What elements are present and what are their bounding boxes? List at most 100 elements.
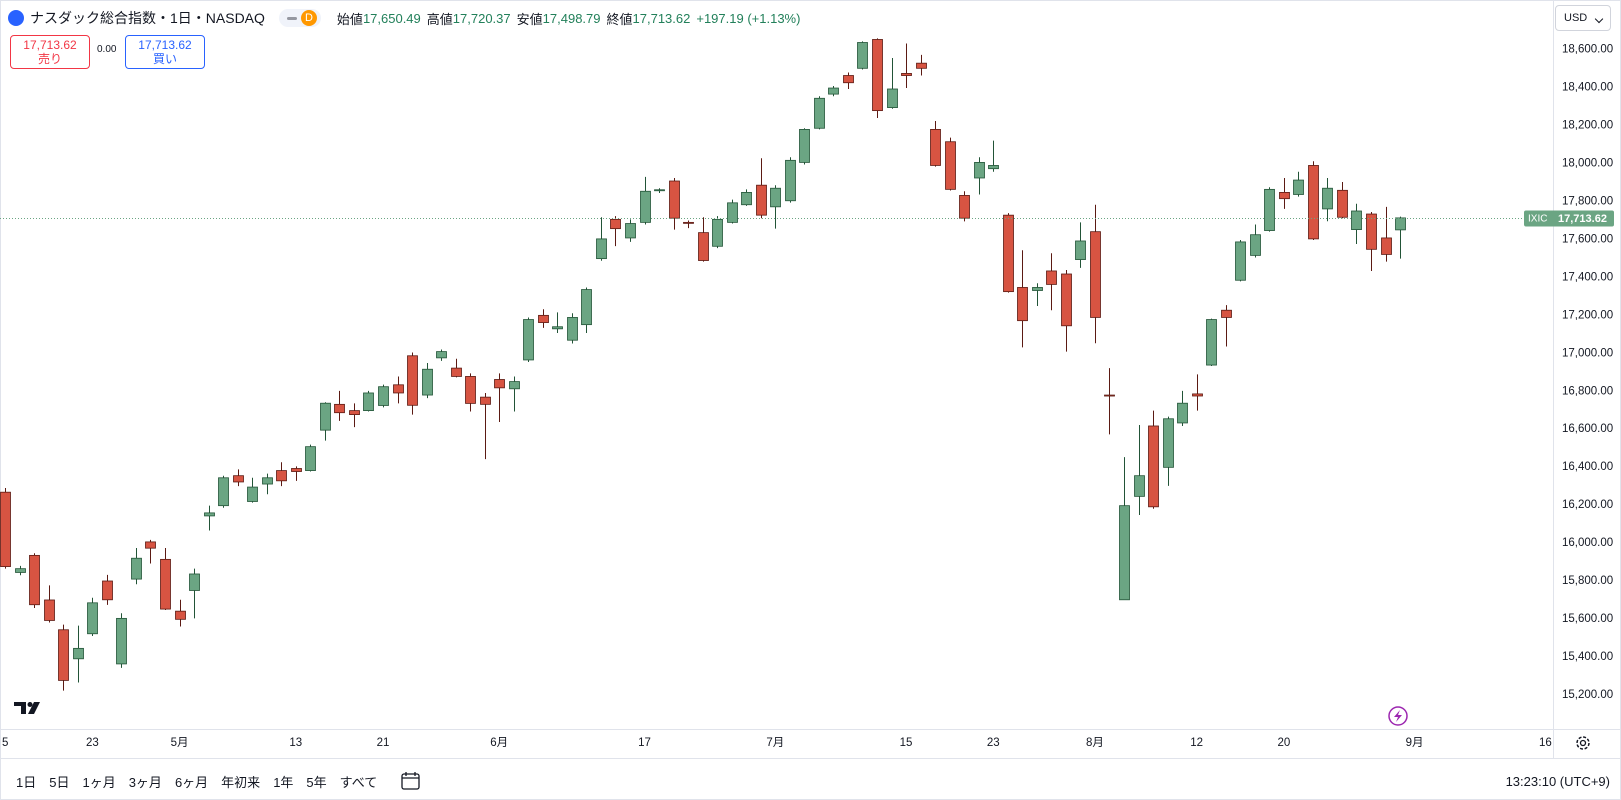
candle-body <box>1322 187 1333 210</box>
y-tick-label: 18,400.00 <box>1562 82 1613 94</box>
range-button[interactable]: 1年 <box>273 774 294 790</box>
candle-body <box>640 190 651 223</box>
candle-body <box>799 129 810 163</box>
candle-body <box>1293 179 1304 195</box>
candle-body <box>494 379 505 389</box>
x-tick-label: 12 <box>1190 737 1203 749</box>
spread: 0.00 <box>97 44 117 55</box>
candle-body <box>727 202 738 223</box>
candle-body <box>567 317 578 341</box>
candle-body <box>1177 402 1188 424</box>
clock: 13:23:10 (UTC+9) <box>1505 774 1610 789</box>
candle-body <box>160 558 171 610</box>
candle-body <box>785 159 796 202</box>
range-button[interactable]: 5日 <box>49 774 70 790</box>
y-tick-label: 16,200.00 <box>1562 499 1613 511</box>
candle-body <box>1264 188 1275 231</box>
ohlc-label: 高値 <box>426 11 453 27</box>
settings-icon-center <box>1579 739 1587 747</box>
x-tick-label: 20 <box>1277 737 1290 749</box>
candle-body <box>465 376 476 404</box>
header: ナスダック総合指数・1日・NASDAQ D 始値 17,650.49 高値 17,7… <box>8 6 800 30</box>
y-tick-label: 16,400.00 <box>1562 461 1613 473</box>
y-tick-label: 17,000.00 <box>1562 347 1613 359</box>
candle-body <box>872 39 883 112</box>
y-tick-label: 17,400.00 <box>1562 271 1613 283</box>
candle-body <box>44 599 55 621</box>
candle-body <box>305 446 316 471</box>
range-button[interactable]: 6ヶ月 <box>174 774 209 790</box>
candle-body <box>698 232 709 261</box>
candle-body <box>988 165 999 170</box>
candle-body <box>1148 425 1159 508</box>
candle-body <box>857 42 868 69</box>
ohlc-value: 17,713.62 <box>632 10 691 26</box>
candle-body <box>930 129 941 166</box>
candle-body <box>669 180 680 219</box>
candle-body <box>1351 210 1362 230</box>
candle-body <box>523 319 534 361</box>
candle-body <box>131 557 142 580</box>
last-price-box <box>1524 210 1614 227</box>
candle-body <box>1134 475 1145 497</box>
candle-body <box>189 573 200 591</box>
symbol-title[interactable]: ナスダック総合指数・1日・NASDAQ <box>30 10 265 26</box>
candle-body <box>73 647 84 660</box>
lightning-bolt <box>1394 710 1402 722</box>
candles <box>0 38 1406 691</box>
ohlc-label: 安値 <box>516 11 543 27</box>
tv-logo-shape <box>28 702 40 714</box>
bottom-toolbar: 1日 5日 1ヶ月 3ヶ月 6ヶ月 年初来 1年 5年 すべて 13:23:10 (UTC+9) <box>0 762 1621 800</box>
candle-body <box>945 141 956 190</box>
symbol-logo <box>8 10 24 26</box>
range-button[interactable]: 3ヶ月 <box>128 774 162 790</box>
sell-label: 売り <box>37 52 62 66</box>
candle-body <box>1366 213 1377 250</box>
candle-body <box>393 384 404 394</box>
candle-body <box>291 468 302 472</box>
candle-body <box>407 355 418 406</box>
interval-badge: D <box>278 9 321 27</box>
candle-body <box>901 73 912 76</box>
buy-price: 17,713.62 <box>138 38 192 52</box>
x-tick-label: 13 <box>289 737 302 749</box>
range-button[interactable]: 5年 <box>306 774 327 790</box>
y-tick-label: 15,800.00 <box>1562 575 1613 587</box>
candle-body <box>741 192 752 206</box>
range-button[interactable]: すべて <box>339 774 378 790</box>
ohlc-label: 終値 <box>606 11 633 27</box>
y-tick-label: 16,800.00 <box>1562 385 1613 397</box>
candle-body <box>480 396 491 405</box>
candle-body <box>320 402 331 431</box>
candle-body <box>1279 192 1290 200</box>
candle-body <box>1003 214 1014 293</box>
candle-body <box>1250 234 1261 256</box>
candle-body <box>828 87 839 95</box>
range-button[interactable]: 1ヶ月 <box>82 774 116 790</box>
candle-body <box>1163 418 1174 468</box>
candle-body <box>654 189 665 192</box>
candle-body <box>1206 319 1217 366</box>
range-button[interactable]: 年初来 <box>221 774 261 790</box>
candle-body <box>756 184 767 216</box>
candle-body <box>712 218 723 247</box>
y-tick-label: 15,600.00 <box>1562 613 1613 625</box>
candle-body <box>1235 241 1246 281</box>
currency-select[interactable]: USD <box>1555 5 1611 31</box>
sell-button[interactable]: 17,713.62 売り <box>10 35 90 69</box>
candle-body <box>436 351 447 359</box>
badge-d: D <box>300 10 317 26</box>
candle-body <box>247 486 258 502</box>
y-tick-label: 17,200.00 <box>1562 309 1613 321</box>
date-range-icon[interactable] <box>400 770 422 792</box>
candle-body <box>1192 393 1203 397</box>
tv-logo-shape <box>14 702 26 714</box>
x-tick-label: 17 <box>638 737 651 749</box>
candle-body <box>1104 394 1115 397</box>
buy-button[interactable]: 17,713.62 買い <box>125 35 205 69</box>
candle-body <box>843 75 854 84</box>
candle-body <box>916 62 927 69</box>
y-tick-label: 17,600.00 <box>1562 233 1613 245</box>
candle-body <box>145 541 156 549</box>
range-button[interactable]: 1日 <box>16 774 37 790</box>
